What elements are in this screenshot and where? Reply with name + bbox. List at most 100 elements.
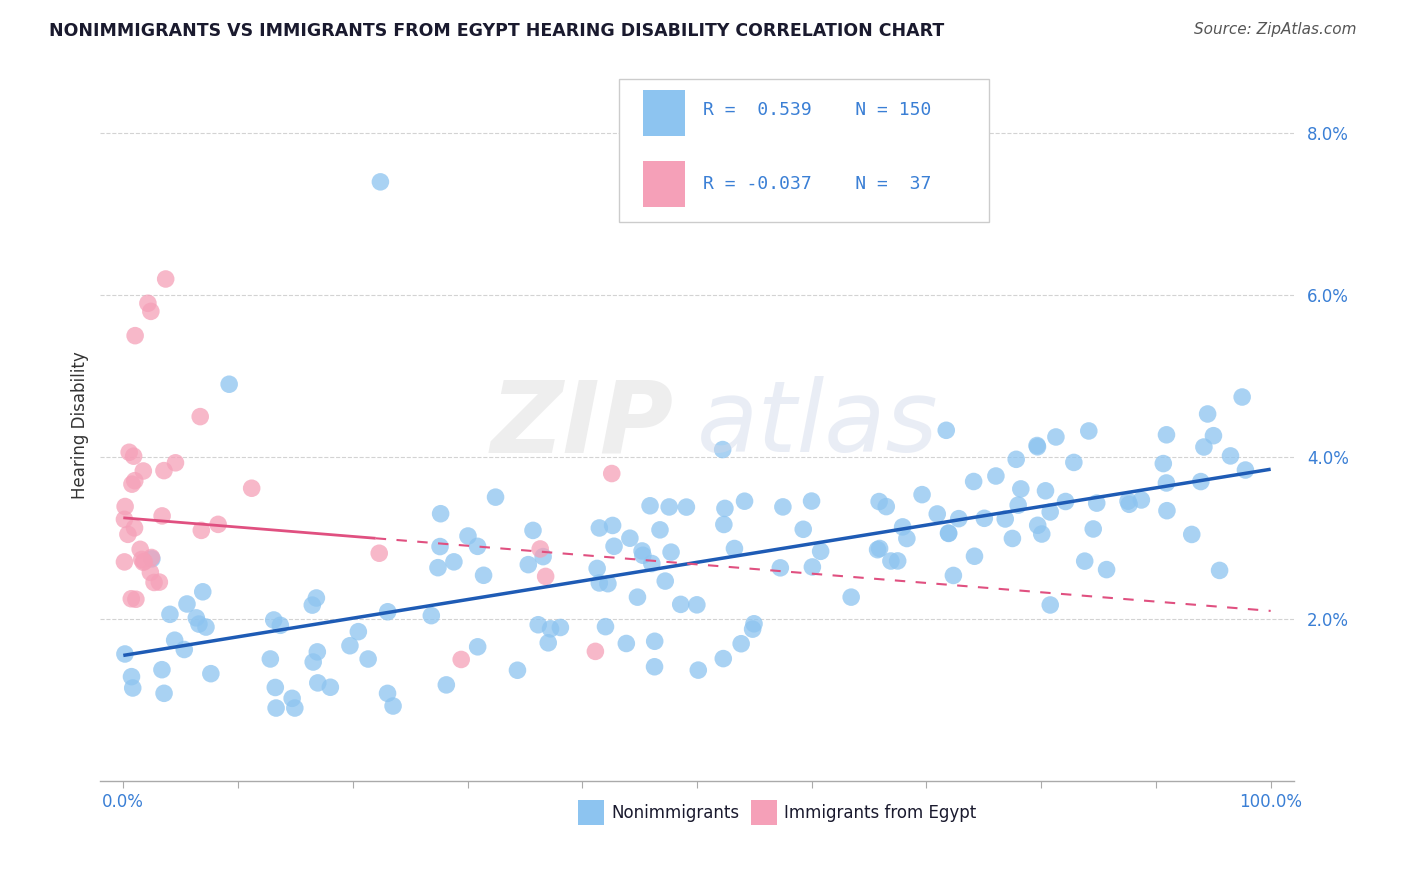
Point	[730, 637, 752, 651]
Point	[984, 469, 1007, 483]
Point	[134, 554, 156, 568]
Point	[583, 644, 606, 658]
Point	[132, 464, 155, 478]
Text: atlas: atlas	[697, 376, 939, 474]
Point	[772, 500, 794, 514]
Point	[522, 524, 544, 538]
Point	[121, 670, 143, 684]
Point	[1189, 475, 1212, 489]
Point	[1026, 438, 1049, 452]
Point	[281, 691, 304, 706]
Point	[1026, 518, 1049, 533]
Point	[534, 569, 557, 583]
Point	[742, 616, 765, 631]
Point	[866, 542, 889, 557]
Point	[942, 568, 965, 582]
Point	[1234, 463, 1257, 477]
Point	[540, 622, 562, 636]
Point	[143, 575, 166, 590]
Point	[714, 501, 737, 516]
Point	[484, 490, 506, 504]
Point	[1208, 563, 1230, 577]
Point	[1156, 475, 1178, 490]
Point	[139, 566, 162, 580]
Point	[1156, 427, 1178, 442]
Point	[868, 494, 890, 508]
Point	[148, 575, 170, 590]
Point	[457, 529, 479, 543]
Point	[1039, 505, 1062, 519]
Point	[114, 555, 136, 569]
Point	[586, 561, 609, 575]
Point	[506, 663, 529, 677]
Point	[810, 544, 832, 558]
Point	[1116, 494, 1139, 508]
Point	[875, 500, 897, 514]
Point	[467, 539, 489, 553]
Point	[603, 539, 626, 553]
Point	[301, 598, 323, 612]
Point	[382, 699, 405, 714]
Point	[588, 521, 610, 535]
Point	[263, 613, 285, 627]
Point	[595, 620, 617, 634]
Point	[173, 642, 195, 657]
Point	[427, 560, 450, 574]
Text: R = -0.037    N =  37: R = -0.037 N = 37	[703, 175, 931, 193]
Point	[121, 681, 143, 695]
Point	[1045, 430, 1067, 444]
Text: Immigrants from Egypt: Immigrants from Egypt	[785, 804, 976, 822]
Point	[339, 639, 361, 653]
Point	[117, 527, 139, 541]
Point	[1192, 440, 1215, 454]
Point	[658, 500, 681, 514]
Point	[880, 554, 903, 568]
Point	[886, 554, 908, 568]
Point	[124, 328, 146, 343]
Point	[200, 666, 222, 681]
Point	[792, 522, 814, 536]
Point	[686, 598, 709, 612]
Point	[602, 518, 624, 533]
Point	[191, 584, 214, 599]
Point	[188, 409, 211, 424]
Point	[927, 507, 949, 521]
Point	[588, 576, 610, 591]
Point	[631, 549, 654, 563]
Point	[1010, 482, 1032, 496]
Point	[125, 592, 148, 607]
Point	[150, 508, 173, 523]
Point	[713, 517, 735, 532]
Point	[165, 456, 187, 470]
Point	[626, 590, 648, 604]
Point	[973, 511, 995, 525]
Point	[434, 678, 457, 692]
Point	[1095, 563, 1118, 577]
Point	[132, 555, 155, 569]
Point	[269, 618, 291, 632]
Point	[531, 549, 554, 564]
Point	[891, 520, 914, 534]
Point	[307, 645, 329, 659]
Point	[264, 681, 287, 695]
Point	[429, 540, 451, 554]
Point	[638, 499, 661, 513]
Point	[529, 541, 551, 556]
Point	[619, 531, 641, 545]
Point	[129, 542, 152, 557]
Point	[443, 555, 465, 569]
Point	[1054, 494, 1077, 508]
Point	[869, 541, 891, 556]
Point	[1118, 497, 1140, 511]
Point	[377, 686, 399, 700]
Point	[114, 647, 136, 661]
FancyBboxPatch shape	[644, 161, 685, 208]
Point	[1077, 424, 1099, 438]
Point	[1073, 554, 1095, 568]
Point	[467, 640, 489, 654]
Point	[935, 423, 957, 437]
Point	[259, 652, 281, 666]
Point	[420, 608, 443, 623]
Point	[537, 636, 560, 650]
Point	[675, 500, 697, 514]
